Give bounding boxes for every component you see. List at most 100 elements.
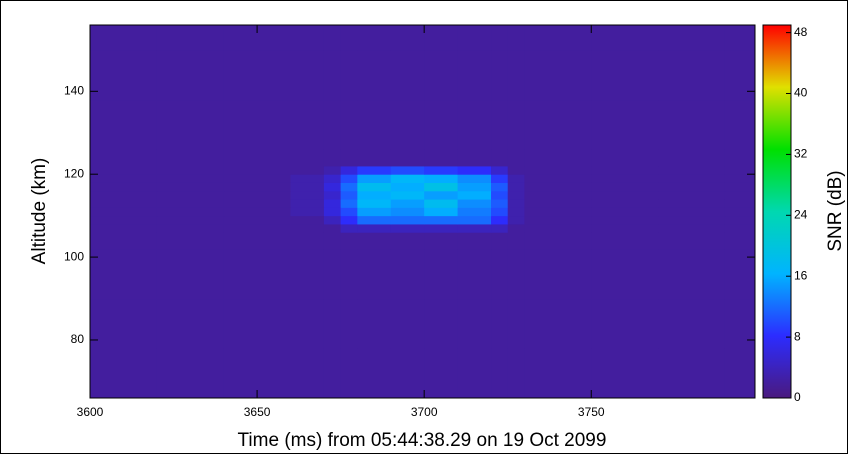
colorbar-tick-label: 48 [794,25,808,39]
heatmap-cell [724,149,756,167]
heatmap-cell [724,165,756,175]
heatmap-cell [223,49,292,101]
heatmap-cell [507,174,525,183]
heatmap-cell [724,190,756,200]
heatmap-cell [90,223,158,233]
heatmap-cell [524,165,592,175]
heatmap-cell [724,223,756,233]
heatmap-cell [340,199,358,208]
colorbar-tick-label: 8 [794,329,801,343]
heatmap-cell [457,223,492,233]
heatmap-cell [390,190,425,200]
heatmap-cell [457,199,492,208]
heatmap-cell [507,165,525,175]
heatmap-cell [457,174,492,183]
colorbar-tick-label: 16 [794,268,808,282]
heatmap-cell [357,165,392,175]
heatmap-cell [90,190,158,200]
heatmap-cell [658,165,726,175]
heatmap-cell [90,248,158,300]
heatmap-cell [658,348,726,399]
heatmap-cell [290,223,325,233]
heatmap-cell [357,348,392,399]
heatmap-cell [424,182,459,192]
x-tick-label: 3600 [77,405,104,419]
heatmap-cell [223,207,292,217]
heatmap-cell [658,223,726,233]
heatmap-cell [340,99,358,150]
heatmap-cell [491,298,509,349]
heatmap-cell [591,182,659,192]
heatmap-cell [90,99,158,150]
heatmap-cell [724,174,756,183]
y-tick-label: 120 [64,166,84,180]
heatmap-cell [357,207,392,217]
heatmap-cell [524,248,592,300]
heatmap-cell [156,215,225,225]
heatmap-cell [223,298,292,349]
heatmap-cell [357,190,392,200]
heatmap-cell [424,190,459,200]
x-tick-label: 3750 [578,405,605,419]
heatmap-cell [390,99,425,150]
heatmap-cell [340,215,358,225]
heatmap-cell [357,49,392,101]
heatmap-cell [491,165,509,175]
x-axis-label: Time (ms) from 05:44:38.29 on 19 Oct 209… [238,430,607,451]
x-tick-label: 3650 [244,405,271,419]
heatmap-cell [390,207,425,217]
heatmap-cell [658,248,726,300]
heatmap-cell [90,298,158,349]
x-tick-label: 3700 [411,405,438,419]
heatmap-cell [424,165,459,175]
heatmap-cell [340,182,358,192]
plot-frame [89,24,756,399]
heatmap-cell [323,215,342,225]
heatmap-cell [90,25,158,51]
heatmap-cell [357,199,392,208]
heatmap-cell [457,165,492,175]
colorbar-tick-label: 24 [794,207,808,221]
heatmap-cell [390,223,425,233]
heatmap-cell [156,348,225,399]
heatmap-cell [340,149,358,167]
heatmap-cell [340,298,358,349]
heatmap-cell [524,149,592,167]
heatmap-cell [658,215,726,225]
heatmap-cell [491,232,509,250]
heatmap-cell [323,248,342,300]
heatmap-cell [424,215,459,225]
heatmap-cell [290,190,325,200]
heatmap-cell [491,174,509,183]
heatmap-cell [340,174,358,183]
heatmap-cell [223,248,292,300]
heatmap-cell [323,25,342,51]
heatmap-cell [223,182,292,192]
heatmap-cell [156,190,225,200]
heatmap-cell [591,223,659,233]
heatmap-cell [323,298,342,349]
heatmap-cell [507,149,525,167]
heatmap-cell [290,199,325,208]
heatmap-cell [724,298,756,349]
heatmap-cell [340,190,358,200]
heatmap-cell [357,223,392,233]
heatmap-cell [90,49,158,101]
heatmap-cell [658,199,726,208]
heatmap-cell [223,99,292,150]
heatmap-cell [340,223,358,233]
heatmap-cell [424,149,459,167]
heatmap-cell [524,199,592,208]
heatmap-cell [658,190,726,200]
heatmap-cell [507,190,525,200]
heatmap-cell [724,49,756,101]
heatmap-cell [357,174,392,183]
heatmap-cell [223,199,292,208]
heatmap-cell [591,199,659,208]
heatmap-cell [591,174,659,183]
heatmap-cell [524,182,592,192]
heatmap-cell [90,165,158,175]
heatmap-cell [357,182,392,192]
y-tick-label: 80 [71,332,85,346]
